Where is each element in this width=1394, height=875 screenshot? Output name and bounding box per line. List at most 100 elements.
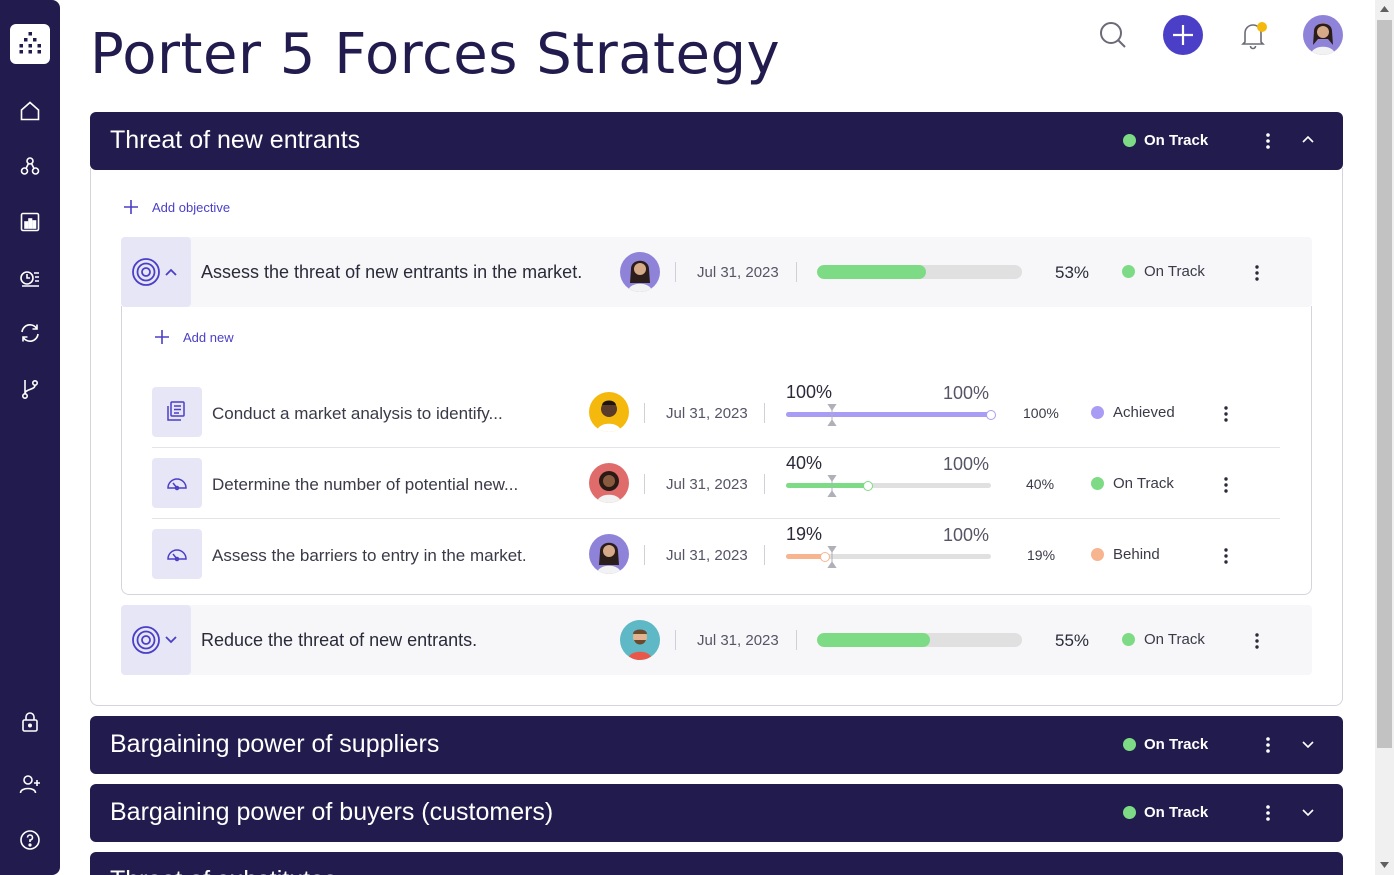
start-marker-icon xyxy=(827,546,837,568)
collapse-button[interactable] xyxy=(1298,130,1318,150)
more-options-button[interactable] xyxy=(1260,800,1276,826)
objective-title: Reduce the threat of new entrants. xyxy=(201,630,478,650)
key-result-progress-bar xyxy=(786,483,991,488)
key-result-type-icon-box xyxy=(152,529,202,579)
scroll-down-arrow-icon[interactable] xyxy=(1379,860,1390,870)
divider xyxy=(644,403,645,423)
due-date: Jul 31, 2023 xyxy=(666,405,748,422)
more-options-button[interactable] xyxy=(1260,732,1276,758)
user-avatar[interactable] xyxy=(1303,15,1343,55)
progress-fill xyxy=(817,265,926,279)
status-label: On Track xyxy=(1144,263,1205,280)
add-user-icon[interactable] xyxy=(18,772,42,796)
bell-icon xyxy=(1241,22,1267,50)
section-status: On Track xyxy=(1123,736,1208,753)
scroll-up-arrow-icon[interactable] xyxy=(1379,4,1390,14)
add-objective-button[interactable]: Add objective xyxy=(122,198,230,216)
status-label: On Track xyxy=(1113,475,1174,492)
target-icon xyxy=(132,626,177,654)
start-marker-icon xyxy=(827,475,837,497)
owner-avatar[interactable] xyxy=(589,463,629,503)
key-result-row[interactable]: Conduct a market analysis to identify...… xyxy=(152,371,1280,448)
more-options-button[interactable] xyxy=(1218,545,1234,567)
key-result-row[interactable]: Determine the number of potential new...… xyxy=(152,448,1280,519)
objective-toggle[interactable] xyxy=(121,237,191,307)
dashboard-icon[interactable] xyxy=(18,210,42,234)
progress-bar xyxy=(817,633,1022,647)
avatar-icon xyxy=(1303,15,1343,55)
due-date: Jul 31, 2023 xyxy=(666,547,748,564)
key-result-percent: 100% xyxy=(1023,405,1059,421)
owner-avatar[interactable] xyxy=(620,620,660,660)
avatar-icon xyxy=(620,620,660,660)
add-objective-label: Add objective xyxy=(152,199,231,215)
scrollbar[interactable] xyxy=(1375,0,1394,875)
add-button[interactable] xyxy=(1163,15,1203,55)
divider xyxy=(764,403,765,423)
divider xyxy=(644,474,645,494)
key-results-panel xyxy=(121,306,1312,595)
key-result-percent: 40% xyxy=(1026,476,1055,492)
more-options-button[interactable] xyxy=(1249,630,1265,652)
objective-row[interactable]: Reduce the threat of new entrants. Jul 3… xyxy=(121,605,1312,675)
timeline-icon[interactable] xyxy=(18,266,42,290)
progress-handle[interactable] xyxy=(819,551,830,562)
section-body xyxy=(90,168,1343,706)
key-result-title: Assess the barriers to entry in the mark… xyxy=(212,546,527,565)
due-date: Jul 31, 2023 xyxy=(666,476,748,493)
section-header[interactable]: Threat of substitutes xyxy=(90,852,1343,875)
more-vertical-icon xyxy=(1255,633,1259,649)
more-vertical-icon xyxy=(1266,805,1270,821)
more-vertical-icon xyxy=(1224,477,1228,493)
refresh-icon[interactable] xyxy=(18,321,42,345)
section-header[interactable]: Bargaining power of suppliers On Track xyxy=(90,716,1343,774)
expand-button[interactable] xyxy=(1298,734,1318,754)
notifications-button[interactable] xyxy=(1233,15,1273,55)
owner-avatar[interactable] xyxy=(620,252,660,292)
status-dot xyxy=(1123,806,1136,819)
owner-avatar[interactable] xyxy=(589,534,629,574)
more-options-button[interactable] xyxy=(1249,262,1265,284)
section-header[interactable]: Threat of new entrants On Track xyxy=(90,112,1343,170)
start-marker-icon xyxy=(827,404,837,426)
section-title: Threat of substitutes xyxy=(110,866,337,875)
plus-icon xyxy=(155,330,169,344)
add-key-result-button[interactable]: Add new xyxy=(153,328,234,346)
more-vertical-icon xyxy=(1266,737,1270,753)
start-value: 19% xyxy=(786,524,823,544)
add-new-label: Add new xyxy=(183,329,234,345)
status-label: On Track xyxy=(1144,132,1209,149)
document-icon xyxy=(167,401,185,421)
expand-button[interactable] xyxy=(1298,802,1318,822)
help-icon[interactable] xyxy=(18,828,42,852)
key-result-type-icon-box xyxy=(152,387,202,437)
home-icon[interactable] xyxy=(18,99,42,123)
key-result-progress-bar xyxy=(786,412,991,417)
target-value: 100% xyxy=(943,454,990,474)
progress-handle[interactable] xyxy=(863,480,873,491)
more-options-button[interactable] xyxy=(1218,403,1234,425)
objective-toggle[interactable] xyxy=(121,605,191,675)
status-label: On Track xyxy=(1144,736,1209,753)
more-options-button[interactable] xyxy=(1260,128,1276,154)
more-vertical-icon xyxy=(1224,406,1228,422)
owner-avatar[interactable] xyxy=(589,392,629,432)
objective-title: Assess the threat of new entrants in the… xyxy=(201,262,583,282)
status-dot xyxy=(1122,633,1135,646)
scrollbar-thumb[interactable] xyxy=(1377,20,1392,748)
objective-row[interactable]: Assess the threat of new entrants in the… xyxy=(121,237,1312,307)
lock-icon[interactable] xyxy=(18,710,42,734)
app-logo[interactable] xyxy=(10,24,50,64)
progress-handle[interactable] xyxy=(986,409,996,420)
key-result-row[interactable]: Assess the barriers to entry in the mark… xyxy=(152,519,1280,589)
progress-percent: 55% xyxy=(1055,631,1090,650)
due-date: Jul 31, 2023 xyxy=(697,264,779,281)
more-options-button[interactable] xyxy=(1218,474,1234,496)
git-branch-icon[interactable] xyxy=(18,377,42,401)
search-button[interactable] xyxy=(1093,15,1133,55)
hierarchy-icon[interactable] xyxy=(18,154,42,178)
chevron-down-icon xyxy=(1302,809,1314,817)
sidebar xyxy=(0,0,60,875)
section-header[interactable]: Bargaining power of buyers (customers) O… xyxy=(90,784,1343,842)
chevron-down-icon xyxy=(1302,741,1314,749)
